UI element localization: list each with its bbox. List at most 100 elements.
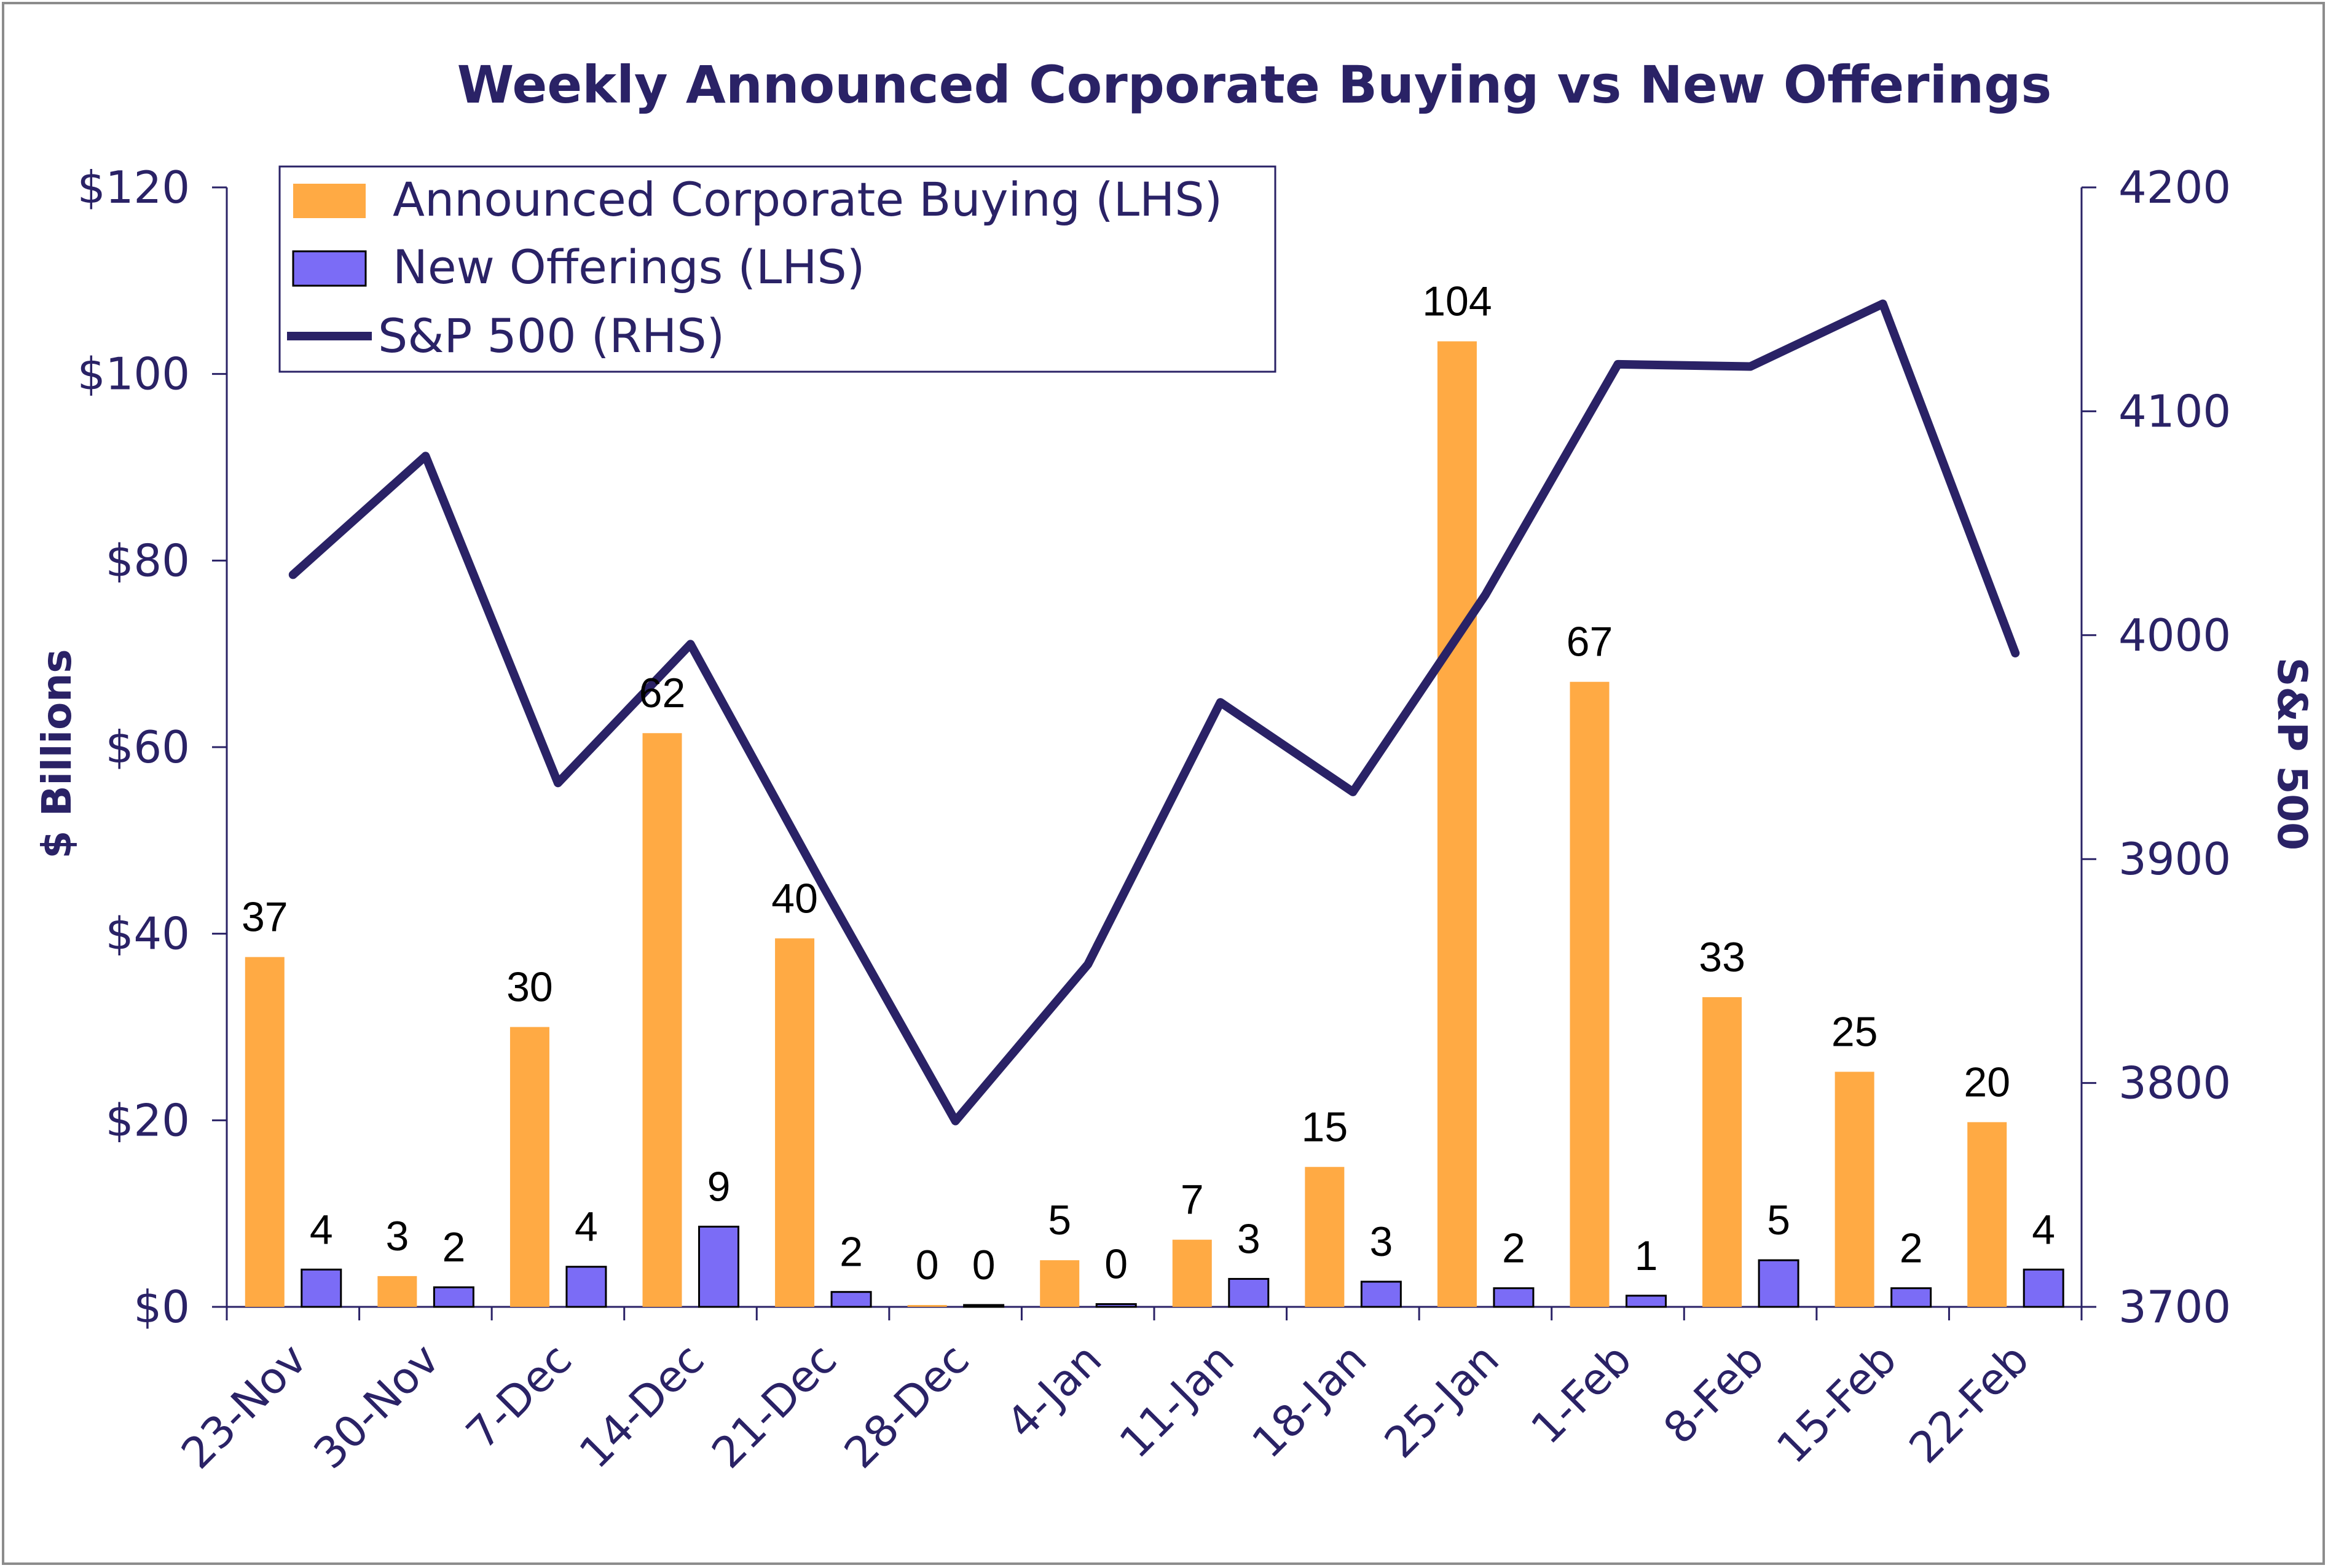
category-label: 8-Feb — [1654, 1334, 1774, 1454]
right-tick-label: 3700 — [2118, 1281, 2231, 1333]
data-label-new-offerings: 0 — [1104, 1241, 1128, 1287]
right-tick-label: 3900 — [2118, 833, 2231, 885]
category-label: 30-Nov — [304, 1334, 449, 1478]
data-label-corporate-buying: 0 — [916, 1242, 939, 1288]
axes: $0$20$40$60$80$100$120370038003900400041… — [77, 162, 2231, 1333]
category-label: 21-Dec — [702, 1334, 846, 1478]
data-label-corporate-buying: 15 — [1302, 1103, 1348, 1150]
bar-corporate-buying — [377, 1276, 417, 1307]
bar-corporate-buying — [1437, 341, 1477, 1307]
bar-corporate-buying — [907, 1304, 947, 1307]
bar-corporate-buying — [1172, 1239, 1212, 1307]
category-label: 28-Dec — [835, 1334, 979, 1478]
bar-new-offerings — [1626, 1295, 1667, 1308]
data-label-new-offerings: 2 — [840, 1229, 863, 1276]
left-tick-label: $40 — [106, 908, 190, 960]
legend-swatch-offerings — [292, 250, 367, 287]
category-label: 11-Jan — [1110, 1334, 1244, 1468]
data-label-new-offerings: 3 — [1237, 1215, 1260, 1262]
category-label: 23-Nov — [171, 1334, 316, 1478]
left-tick-label: $60 — [106, 721, 190, 773]
data-label-new-offerings: 2 — [1900, 1225, 1923, 1272]
right-tick-label: 3800 — [2118, 1057, 2231, 1109]
data-label-corporate-buying: 7 — [1181, 1177, 1204, 1223]
bar-new-offerings — [1493, 1287, 1535, 1308]
data-label-corporate-buying: 5 — [1048, 1197, 1071, 1244]
data-label-corporate-buying: 40 — [771, 875, 818, 922]
legend-label-sp500: S&P 500 (RHS) — [378, 308, 725, 363]
bar-new-offerings — [830, 1291, 872, 1308]
left-tick-label: $80 — [106, 535, 190, 586]
bar-new-offerings — [433, 1286, 474, 1308]
bar-corporate-buying — [775, 938, 815, 1307]
bar-corporate-buying — [1834, 1072, 1874, 1307]
sp500-line — [288, 299, 2020, 1126]
left-tick-label: $0 — [133, 1281, 190, 1333]
category-label: 22-Feb — [1900, 1334, 2039, 1473]
right-axis-title: S&P 500 — [2268, 657, 2316, 850]
bar-new-offerings — [963, 1304, 1005, 1308]
bar-corporate-buying — [245, 957, 285, 1307]
data-label-corporate-buying: 20 — [1964, 1059, 2010, 1105]
bar-corporate-buying — [642, 733, 682, 1307]
line-layer — [288, 299, 2020, 1126]
data-label-new-offerings: 2 — [442, 1224, 465, 1271]
category-label: 14-Dec — [570, 1334, 714, 1478]
legend: Announced Corporate Buying (LHS) New Off… — [278, 165, 1276, 373]
category-label: 25-Jan — [1375, 1334, 1509, 1468]
data-label-corporate-buying: 3 — [385, 1213, 409, 1260]
category-label: 1-Feb — [1522, 1334, 1642, 1454]
data-label-new-offerings: 9 — [707, 1163, 731, 1210]
data-label-new-offerings: 2 — [1502, 1225, 1525, 1272]
category-label: 7-Dec — [457, 1334, 581, 1459]
category-label: 18-Jan — [1242, 1334, 1376, 1468]
bar-new-offerings — [1758, 1259, 1799, 1308]
chart-title: Weekly Announced Corporate Buying vs New… — [457, 55, 2052, 115]
bar-corporate-buying — [1570, 681, 1610, 1307]
category-label: 15-Feb — [1767, 1334, 1906, 1473]
data-label-corporate-buying: 33 — [1699, 934, 1745, 981]
right-tick-label: 4100 — [2118, 385, 2231, 437]
bars-layer — [245, 341, 2064, 1308]
category-label: 4-Jan — [997, 1334, 1111, 1448]
data-label-new-offerings: 0 — [972, 1242, 996, 1288]
data-label-new-offerings: 4 — [310, 1206, 333, 1253]
legend-label-offerings: New Offerings (LHS) — [393, 240, 865, 294]
bar-new-offerings — [565, 1266, 607, 1308]
bar-new-offerings — [2023, 1268, 2064, 1308]
data-label-new-offerings: 1 — [1635, 1233, 1658, 1279]
bar-new-offerings — [1360, 1280, 1402, 1308]
left-tick-label: $20 — [106, 1094, 190, 1146]
data-label-corporate-buying: 62 — [639, 670, 686, 716]
left-axis-title: $ Billions — [33, 649, 81, 858]
bar-corporate-buying — [1305, 1167, 1345, 1307]
left-tick-label: $120 — [77, 162, 190, 213]
legend-label-buying: Announced Corporate Buying (LHS) — [393, 172, 1222, 227]
data-label-new-offerings: 5 — [1767, 1197, 1790, 1244]
bar-new-offerings — [301, 1268, 342, 1308]
bar-new-offerings — [1890, 1287, 1932, 1308]
data-label-corporate-buying: 67 — [1567, 619, 1613, 665]
legend-box — [278, 165, 1276, 373]
data-label-corporate-buying: 30 — [506, 964, 553, 1011]
data-label-corporate-buying: 104 — [1422, 278, 1492, 325]
right-tick-label: 4000 — [2118, 610, 2231, 661]
bar-new-offerings — [698, 1225, 739, 1308]
right-tick-label: 4200 — [2118, 162, 2231, 213]
bar-corporate-buying — [509, 1027, 549, 1307]
data-label-corporate-buying: 25 — [1831, 1008, 1878, 1055]
bar-new-offerings — [1228, 1277, 1270, 1308]
bar-corporate-buying — [1702, 997, 1742, 1307]
data-label-new-offerings: 4 — [575, 1204, 598, 1250]
bar-corporate-buying — [1040, 1260, 1080, 1307]
legend-swatch-buying — [293, 184, 366, 218]
bar-new-offerings — [1095, 1303, 1137, 1308]
bar-corporate-buying — [1967, 1122, 2007, 1307]
data-label-new-offerings: 3 — [1369, 1218, 1393, 1265]
chart-canvas: Weekly Announced Corporate Buying vs New… — [33, 55, 2316, 1478]
left-tick-label: $100 — [77, 348, 190, 400]
data-label-new-offerings: 4 — [2032, 1206, 2055, 1253]
